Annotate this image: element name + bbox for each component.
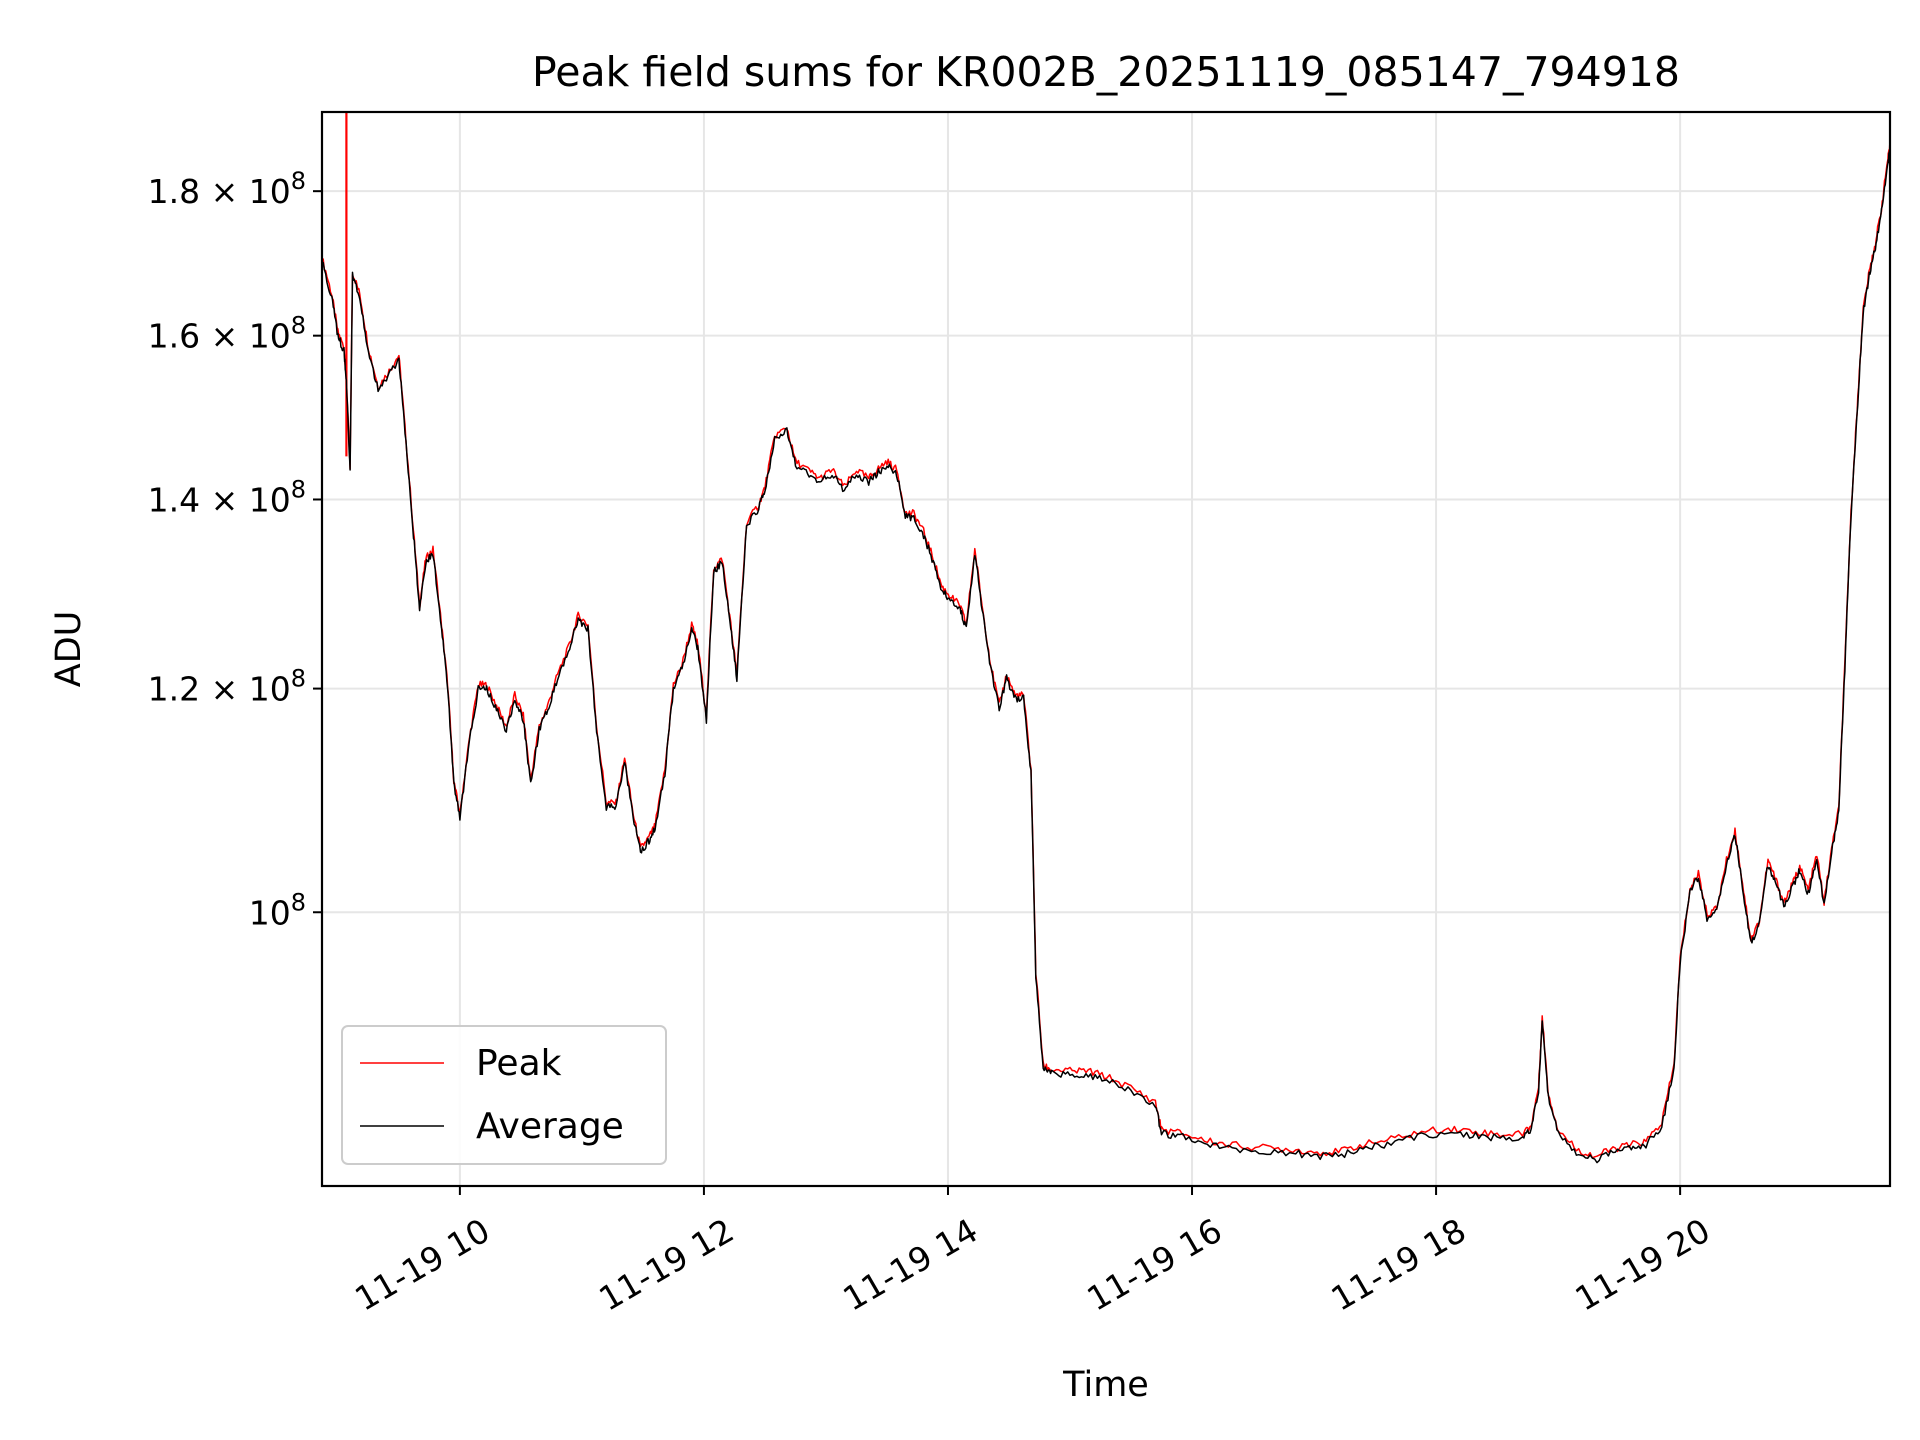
legend-box xyxy=(341,1025,667,1165)
legend-average-label: Average xyxy=(476,1106,624,1147)
series-lines xyxy=(322,112,1890,1164)
legend-peak-label: Peak xyxy=(476,1043,562,1084)
grid xyxy=(322,112,1890,1186)
average-line xyxy=(322,148,1890,1164)
y-tick-label: 1.4 × 108 xyxy=(148,475,306,519)
y-tick-label: 1.8 × 108 xyxy=(148,167,306,211)
plot-frame xyxy=(320,110,1892,1188)
series-average xyxy=(322,148,1890,1164)
y-tick-label: 1.2 × 108 xyxy=(148,665,306,709)
y-axis-label: ADU xyxy=(49,611,89,688)
y-tick-label: 108 xyxy=(249,888,306,932)
y-tick-label: 1.6 × 108 xyxy=(148,312,306,356)
x-axis-label: Time xyxy=(1062,1365,1149,1405)
legend: Peak Average xyxy=(341,1025,667,1165)
chart-title: Peak field sums for KR002B_20251119_0851… xyxy=(532,48,1680,96)
